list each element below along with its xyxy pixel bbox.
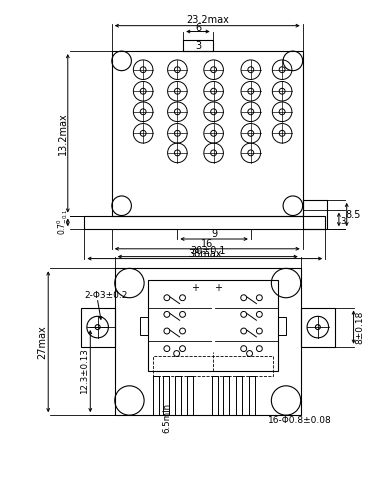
Text: +: + (214, 283, 222, 293)
Bar (212, 376, 217, 415)
Text: +: + (192, 283, 199, 293)
Text: 6: 6 (195, 23, 201, 33)
Bar (81, 308, 115, 347)
Bar (163, 376, 169, 415)
Text: 8±0.18: 8±0.18 (355, 310, 364, 344)
Bar (140, 317, 148, 335)
Text: 9: 9 (211, 229, 217, 239)
Text: 2-Φ3±0.2: 2-Φ3±0.2 (84, 291, 128, 300)
Bar (84, 216, 325, 229)
Text: 16: 16 (201, 239, 213, 249)
Bar (183, 40, 213, 51)
Bar (153, 376, 159, 415)
Bar (278, 317, 286, 335)
Text: 30±0.1: 30±0.1 (190, 246, 226, 256)
Bar (223, 376, 229, 415)
Bar (112, 51, 303, 216)
Text: 3: 3 (195, 41, 201, 51)
Text: 8.5: 8.5 (345, 209, 360, 219)
Text: 27max: 27max (37, 325, 47, 359)
Text: 12.3±0.13: 12.3±0.13 (80, 348, 89, 394)
Text: 3: 3 (340, 217, 346, 226)
Text: 0.7$^0_{-0.1}$: 0.7$^0_{-0.1}$ (56, 209, 70, 235)
Text: 13.2max: 13.2max (58, 112, 68, 155)
Bar (176, 376, 181, 415)
Bar (301, 308, 335, 347)
Bar (236, 376, 242, 415)
Text: 16-Φ0.8±0.08: 16-Φ0.8±0.08 (268, 416, 332, 424)
Text: 6.5min: 6.5min (163, 403, 172, 433)
Bar (153, 356, 273, 376)
Bar (187, 376, 193, 415)
Text: 38max: 38max (188, 249, 222, 259)
Bar (249, 376, 255, 415)
Bar (148, 280, 278, 371)
Bar (303, 200, 327, 229)
Bar (115, 268, 301, 415)
Text: 23.2max: 23.2max (186, 15, 229, 25)
